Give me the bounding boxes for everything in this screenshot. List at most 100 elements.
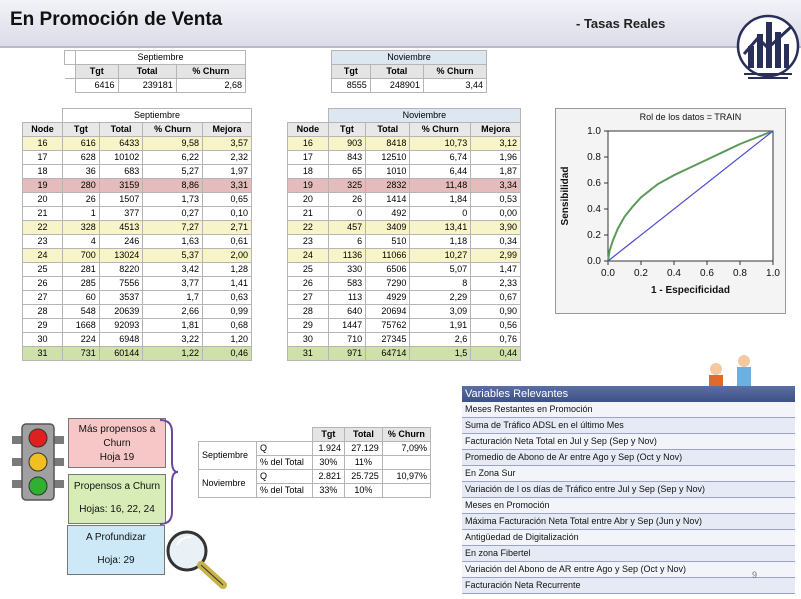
nodes-sep-cell: 22 xyxy=(21,220,64,235)
nodes-nov-cell: 2,6 xyxy=(409,332,472,347)
nodes-nov-cell: 20694 xyxy=(365,304,411,319)
variable-item: Promedio de Abono de Ar entre Ago y Sep … xyxy=(462,450,795,466)
nodes-sep-cell: 328 xyxy=(62,220,100,235)
nodes-sep-row: 20 26 1507 1,73 0,65 xyxy=(21,192,252,207)
roc-y-tick-label: 0.4 xyxy=(587,204,601,215)
variables-list: Meses Restantes en Promoción Suma de Tráf… xyxy=(462,402,795,594)
nodes-sep-cell: 5,27 xyxy=(142,164,204,179)
nodes-nov-row: 17 843 12510 6,74 1,96 xyxy=(287,150,521,165)
summary-sep-col-total: Total xyxy=(117,64,177,79)
nodes-sep-row: 30 224 6948 3,22 1,20 xyxy=(21,332,252,347)
nodes-nov-cell: 2832 xyxy=(365,178,411,193)
nodes-sep-cell: 28 xyxy=(21,304,64,319)
nodes-nov-cell: 583 xyxy=(327,276,367,291)
nodes-nov-cell: 65 xyxy=(327,164,367,179)
nodes-nov-cell: 21 xyxy=(287,206,329,221)
nodes-nov-cell: 23 xyxy=(287,234,329,249)
nodes-sep-cell: 1507 xyxy=(98,192,144,207)
nodes-sep-cell: 30 xyxy=(21,332,64,347)
nodes-nov-cell: 330 xyxy=(327,262,367,277)
nodes-nov-cell: 3,90 xyxy=(470,220,521,235)
nodes-sep-header: Tgt xyxy=(62,122,100,137)
roc-y-tick-label: 0.6 xyxy=(587,178,601,189)
nodes-nov-row: 18 65 1010 6,44 1,87 xyxy=(287,164,521,179)
summary-nov-table: Noviembre Tgt Total % Churn 8555 248901 … xyxy=(331,50,488,93)
nodes-sep-header: Mejora xyxy=(202,122,252,137)
variables-title: Variables Relevantes xyxy=(462,386,795,402)
nodes-nov-cell: 971 xyxy=(327,346,367,361)
nodes-nov-cell: 22 xyxy=(287,220,329,235)
nodes-nov-cell: 24 xyxy=(287,248,329,263)
nodes-nov-header: Total xyxy=(365,122,411,137)
variable-item: En Zona Sur xyxy=(462,466,795,482)
nodes-nov-cell: 2,99 xyxy=(470,248,521,263)
nodes-sep-header: Total xyxy=(98,122,144,137)
nodes-nov-cell: 1,5 xyxy=(409,346,472,361)
nodes-sep-cell: 1,73 xyxy=(142,192,204,207)
nodes-nov-cell: 10,27 xyxy=(409,248,472,263)
summary-sep-churn: 2,68 xyxy=(175,78,247,93)
selected-pct-label: % del Total xyxy=(256,483,313,498)
nodes-sep-cell: 4513 xyxy=(98,220,144,235)
nodes-nov-cell: 16 xyxy=(287,136,329,151)
selected-summary-table: Tgt Total % Churn Septiembre Q 1.924 27.… xyxy=(197,427,432,498)
roc-x-tick-label: 0.2 xyxy=(634,268,648,279)
nodes-nov-cell: 0 xyxy=(327,206,367,221)
nodes-nov-cell: 0,90 xyxy=(470,304,521,319)
nodes-sep-cell: 13024 xyxy=(98,248,144,263)
nodes-nov-cell: 13,41 xyxy=(409,220,472,235)
nodes-sep-cell: 6,22 xyxy=(142,150,204,165)
nodes-sep-cell: 3537 xyxy=(98,290,144,305)
summary-nov-caption: Noviembre xyxy=(331,50,487,65)
variable-item: Facturación Neta Total en Jul y Sep (Sep… xyxy=(462,434,795,450)
variables-panel: Variables Relevantes Meses Restantes en … xyxy=(462,386,795,594)
nodes-sep-cell: 25 xyxy=(21,262,64,277)
nodes-nov-cell: 6,44 xyxy=(409,164,472,179)
selected-nov-tgt: 2.821 xyxy=(311,469,346,484)
note-deepen-line1: A Profundizar xyxy=(85,532,147,543)
nodes-sep-cell: 1,97 xyxy=(202,164,252,179)
nodes-nov-row: 28 640 20694 3,09 0,90 xyxy=(287,304,521,319)
nodes-sep-cell: 1668 xyxy=(62,318,100,333)
nodes-nov-cell: 31 xyxy=(287,346,329,361)
nodes-sep-cell: 7556 xyxy=(98,276,144,291)
nodes-nov-header: Tgt xyxy=(327,122,367,137)
nodes-nov-cell: 1010 xyxy=(365,164,411,179)
summary-nov-col-churn: % Churn xyxy=(422,64,488,79)
nodes-nov-cell: 18 xyxy=(287,164,329,179)
roc-chart-panel: Rol de los datos = TRAIN 0.0 0.2 0.4 0.6 0.8 1… xyxy=(555,108,786,314)
nodes-sep-cell: 548 xyxy=(62,304,100,319)
nodes-nov-cell: 3409 xyxy=(365,220,411,235)
nodes-nov-cell: 5,07 xyxy=(409,262,472,277)
nodes-sep-cell: 0,27 xyxy=(142,206,204,221)
roc-y-tick-label: 0.2 xyxy=(587,230,601,241)
roc-chart-title: Rol de los datos = TRAIN xyxy=(640,112,742,122)
nodes-sep-cell: 10102 xyxy=(98,150,144,165)
nodes-nov-cell: 20 xyxy=(287,192,329,207)
nodes-sep-row: 27 60 3537 1,7 0,63 xyxy=(21,290,252,305)
nodes-nov-cell: 0,34 xyxy=(470,234,521,249)
nodes-nov-cell: 1,87 xyxy=(470,164,521,179)
nodes-sep-cell: 683 xyxy=(98,164,144,179)
nodes-nov-cell: 0,44 xyxy=(470,346,521,361)
nodes-nov-cell: 30 xyxy=(287,332,329,347)
nodes-sep-cell: 6948 xyxy=(98,332,144,347)
nodes-nov-cell: 0 xyxy=(409,206,472,221)
summary-nov-churn: 3,44 xyxy=(422,78,488,93)
nodes-nov-cell: 0,67 xyxy=(470,290,521,305)
nodes-sep-cell: 17 xyxy=(21,150,64,165)
roc-series-line xyxy=(607,130,774,262)
summary-sep-col-tgt: Tgt xyxy=(75,64,119,79)
traffic-light-icon xyxy=(12,423,64,501)
magnifier-icon xyxy=(166,530,227,589)
nodes-nov-cell: 8 xyxy=(409,276,472,291)
selected-sep-pct-total: 11% xyxy=(344,455,383,470)
nodes-sep-cell: 2,71 xyxy=(202,220,252,235)
nodes-nov-cell: 2,29 xyxy=(409,290,472,305)
selected-sep-total: 27.129 xyxy=(344,441,383,456)
nodes-sep-cell: 23 xyxy=(21,234,64,249)
nodes-nov-cell: 17 xyxy=(287,150,329,165)
nodes-sep-cell: 1,28 xyxy=(202,262,252,277)
roc-y-axis-label: Sensibilidad xyxy=(560,167,571,226)
